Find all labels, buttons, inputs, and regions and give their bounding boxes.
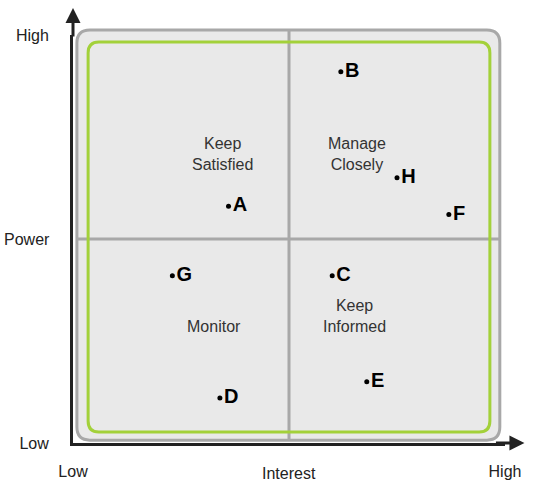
svg-text:Interest: Interest [262, 465, 316, 482]
svg-text:B: B [345, 59, 359, 81]
svg-text:A: A [233, 193, 247, 215]
svg-text:High: High [489, 463, 522, 480]
svg-text:Power: Power [4, 231, 50, 248]
svg-text:ManageClosely: ManageClosely [328, 135, 386, 173]
svg-text:D: D [224, 385, 238, 407]
svg-text:Low: Low [19, 435, 49, 452]
svg-text:E: E [371, 369, 384, 391]
svg-text:G: G [176, 263, 192, 285]
svg-text:H: H [401, 165, 415, 187]
svg-text:Monitor: Monitor [187, 318, 241, 335]
svg-text:Low: Low [58, 463, 88, 480]
svg-text:F: F [453, 202, 465, 224]
svg-text:C: C [336, 263, 350, 285]
svg-text:KeepInformed: KeepInformed [323, 297, 386, 335]
svg-text:KeepSatisfied: KeepSatisfied [192, 135, 253, 173]
svg-text:High: High [16, 27, 49, 44]
